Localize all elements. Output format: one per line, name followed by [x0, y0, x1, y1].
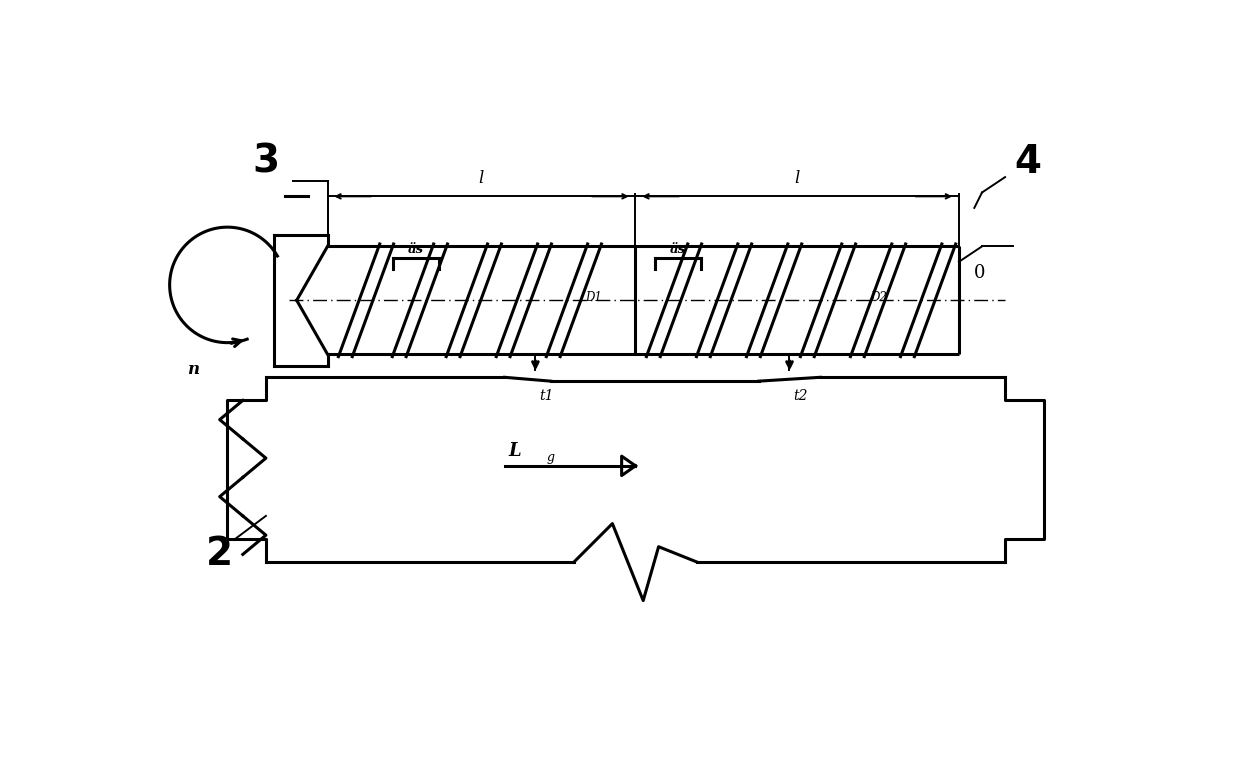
Text: t2: t2: [794, 389, 807, 403]
Text: äs: äs: [408, 243, 424, 256]
Text: 4: 4: [1014, 142, 1042, 181]
Text: g: g: [547, 451, 556, 464]
Text: t1: t1: [539, 389, 554, 403]
Text: 0: 0: [975, 264, 986, 283]
Text: L: L: [508, 442, 521, 460]
Text: D1: D1: [585, 292, 603, 304]
Text: äs: äs: [670, 243, 686, 256]
Text: l: l: [479, 170, 484, 187]
Text: 3: 3: [252, 142, 279, 181]
Text: 2: 2: [206, 535, 233, 574]
Text: l: l: [795, 170, 800, 187]
Text: n: n: [187, 361, 198, 378]
Text: D2: D2: [870, 292, 888, 304]
